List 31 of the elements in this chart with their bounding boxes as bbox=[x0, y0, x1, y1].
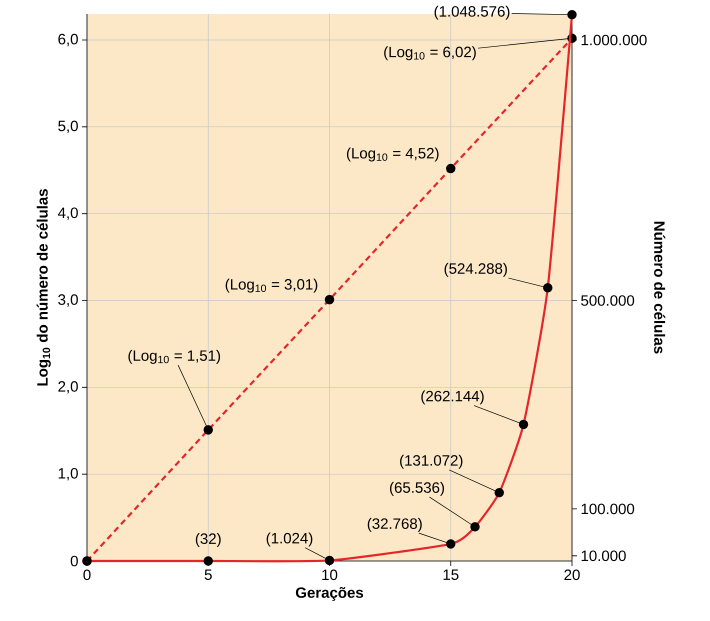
x-tick-label: 10 bbox=[322, 570, 338, 580]
data-label: (Log$_{10}$ = 1,51) bbox=[128, 350, 220, 364]
data-label: (32) bbox=[196, 532, 221, 547]
data-label: (Log$_{10}$ = 3,01) bbox=[226, 278, 318, 293]
x-tick-label: 15 bbox=[444, 570, 458, 580]
y2-tick-label: 500.000 bbox=[581, 295, 634, 306]
y-tick-label: 0 bbox=[70, 556, 78, 566]
x-axis-title: Gerações bbox=[296, 586, 364, 601]
y2-tick-label: 10.000 bbox=[582, 550, 626, 562]
x-tick-label: 20 bbox=[564, 570, 580, 580]
x-tick-label: 5 bbox=[204, 570, 212, 580]
y2-axis-title: Número de células bbox=[654, 222, 666, 354]
y-tick-label: 2,0 bbox=[58, 381, 78, 394]
y2-tick-label: 1.000.000 bbox=[582, 34, 647, 46]
data-label: (262.144) bbox=[421, 390, 484, 404]
y-tick-label: 6,0 bbox=[58, 34, 78, 46]
data-label: (32.768) bbox=[368, 518, 422, 532]
data-label: (Log$_{10}$ = 4,52) bbox=[346, 148, 439, 162]
y-tick-label: 4,0 bbox=[58, 207, 78, 220]
data-label: (1.048.576) bbox=[434, 6, 510, 20]
y-tick-label: 1,0 bbox=[58, 468, 78, 480]
y2-tick-label: 100.000 bbox=[582, 504, 634, 514]
x-tick-label: 0 bbox=[83, 570, 91, 580]
y-tick-label: 3,0 bbox=[58, 294, 78, 307]
data-label: (1.024) bbox=[266, 532, 312, 546]
data-label: (131.072) bbox=[400, 454, 462, 469]
data-label: (65.536) bbox=[390, 482, 444, 496]
data-label: (524.288) bbox=[444, 262, 507, 277]
y-axis-title: Log$_{10}$ do número de células bbox=[36, 189, 51, 386]
y-tick-label: 5,0 bbox=[58, 120, 78, 134]
data-label: (Log$_{10}$ = 6,02) bbox=[384, 46, 476, 60]
